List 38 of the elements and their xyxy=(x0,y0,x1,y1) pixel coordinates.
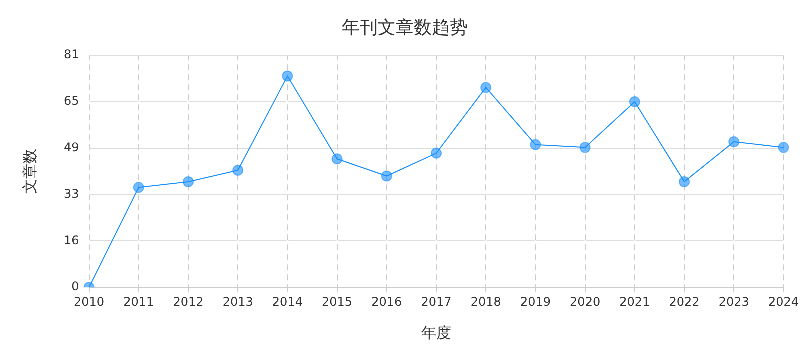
x-tick-label: 2023 xyxy=(718,294,750,309)
x-tick-label: 2011 xyxy=(124,294,154,309)
point xyxy=(182,176,194,188)
y-tick-label: 81 xyxy=(64,48,80,62)
y-axis-title: 文章数 xyxy=(20,149,39,194)
x-tick-label: 2015 xyxy=(322,294,353,309)
x-tick-label: 2020 xyxy=(570,294,601,309)
x-tick-label: 2014 xyxy=(272,294,303,309)
point xyxy=(282,70,294,82)
point xyxy=(679,176,690,188)
point xyxy=(332,154,343,165)
x-tick-label: 2024 xyxy=(768,294,800,309)
point xyxy=(728,136,740,148)
chart-title: 年刊文章数趋势 xyxy=(342,17,468,38)
point xyxy=(381,170,392,182)
y-tick-label: 0 xyxy=(72,280,80,294)
x-axis-title: 年度 xyxy=(422,324,452,342)
x-tick-label: 2022 xyxy=(669,294,700,309)
y-tick-label: 49 xyxy=(64,140,80,155)
x-tick-label: 2012 xyxy=(173,294,204,309)
x-tick-label: 2017 xyxy=(421,294,452,309)
x-tick-label: 2018 xyxy=(470,294,502,309)
y-tick-label: 16 xyxy=(64,233,80,248)
y-tick-label: 65 xyxy=(64,94,80,108)
point xyxy=(232,165,244,176)
x-tick-label: 2016 xyxy=(372,294,402,309)
point xyxy=(480,82,492,94)
x-tick-label: 2010 xyxy=(74,294,105,309)
x-tick-label: 2019 xyxy=(520,294,551,309)
point xyxy=(530,139,542,150)
x-tick-label: 2021 xyxy=(620,294,650,309)
point xyxy=(133,182,144,194)
x-tick-label: 2013 xyxy=(222,294,254,309)
point xyxy=(580,142,591,154)
y-tick-label: 33 xyxy=(64,186,80,201)
point xyxy=(778,142,790,154)
point xyxy=(629,96,640,108)
point xyxy=(431,148,442,159)
